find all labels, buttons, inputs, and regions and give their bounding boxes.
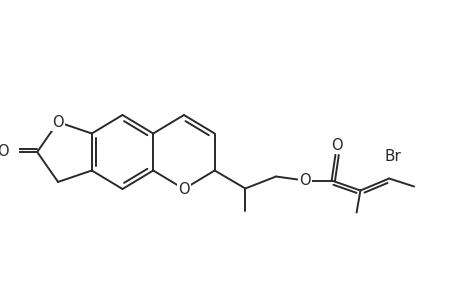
Text: O: O [52,115,64,130]
Text: Br: Br [384,149,401,164]
Text: O: O [298,173,310,188]
Text: O: O [0,145,8,160]
Text: O: O [178,182,190,196]
Text: O: O [330,138,342,153]
